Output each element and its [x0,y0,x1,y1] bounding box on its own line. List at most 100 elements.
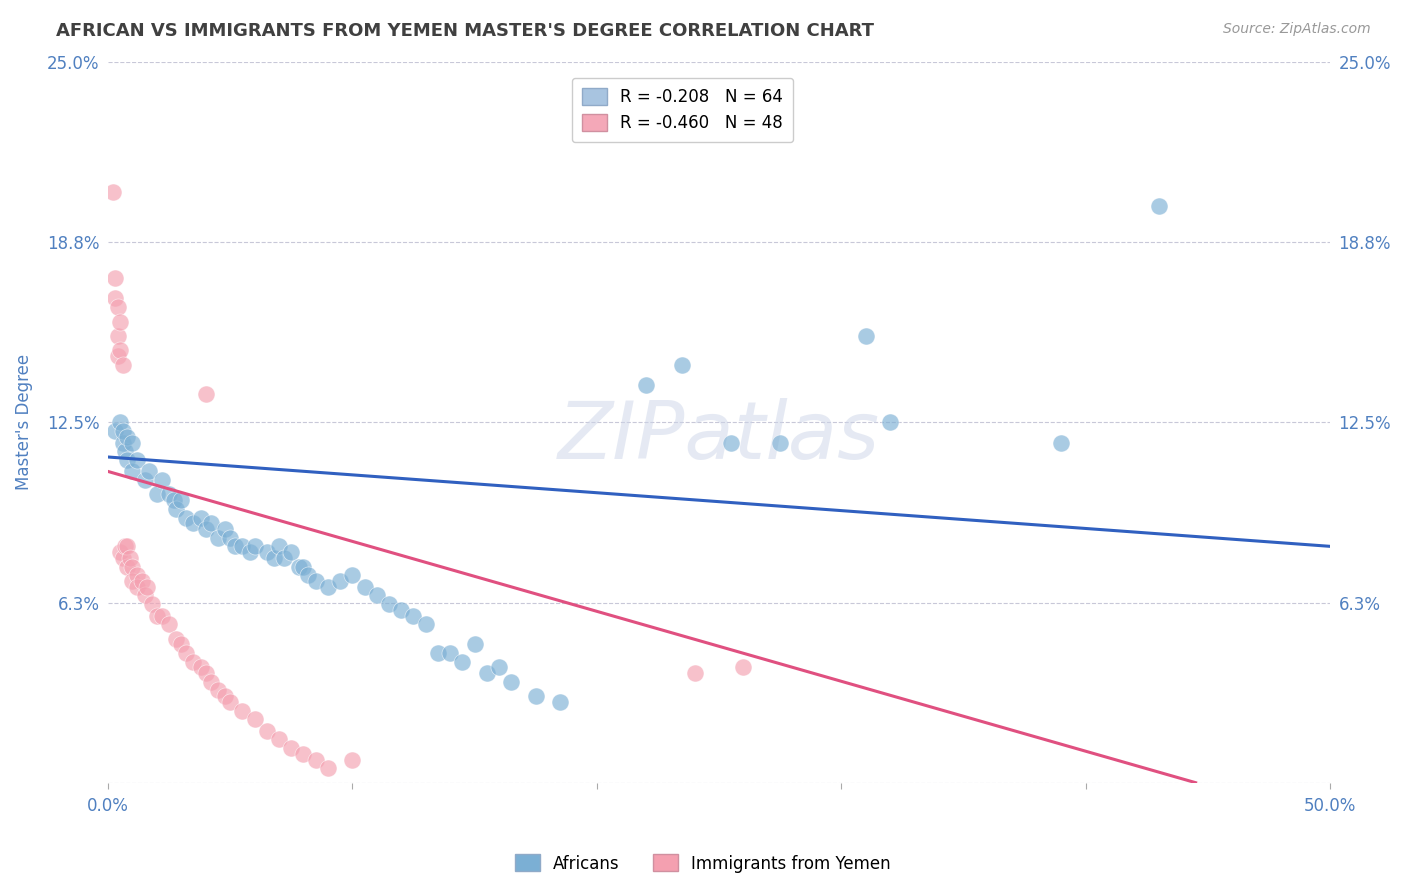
Point [488,660,510,674]
Point [316,761,339,775]
Point [108,416,131,430]
Point [426,646,449,660]
Point [475,666,498,681]
Point [165,632,187,646]
Point [855,329,877,343]
Point [114,444,136,458]
Point [108,314,131,328]
Point [145,608,167,623]
Point [117,559,139,574]
Point [879,416,901,430]
Point [190,660,212,674]
Point [219,531,242,545]
Point [402,608,425,623]
Point [121,435,143,450]
Point [720,435,742,450]
Point [207,531,229,545]
Point [118,550,141,565]
Point [127,580,149,594]
Point [183,655,205,669]
Point [1147,199,1170,213]
Point [304,574,326,588]
Point [256,723,278,738]
Point [121,574,143,588]
Point [111,424,134,438]
Point [134,473,156,487]
Point [214,690,236,704]
Point [263,550,285,565]
Point [267,539,290,553]
Point [170,637,193,651]
Point [769,435,792,450]
Point [117,539,139,553]
Point [231,704,253,718]
Point [174,646,197,660]
Point [157,487,180,501]
Point [174,510,197,524]
Point [127,568,149,582]
Point [108,545,131,559]
Point [280,741,302,756]
Point [297,568,319,582]
Point [207,683,229,698]
Text: ZIPatlas: ZIPatlas [558,398,880,475]
Point [107,300,129,314]
Point [1050,435,1073,450]
Point [671,358,693,372]
Point [138,464,160,478]
Point [108,343,131,358]
Text: AFRICAN VS IMMIGRANTS FROM YEMEN MASTER'S DEGREE CORRELATION CHART: AFRICAN VS IMMIGRANTS FROM YEMEN MASTER'… [56,22,875,40]
Point [389,603,412,617]
Point [163,493,186,508]
Point [415,617,437,632]
Point [451,655,474,669]
Point [111,550,134,565]
Point [117,430,139,444]
Point [111,435,134,450]
Point [114,539,136,553]
Point [194,666,217,681]
Point [134,588,156,602]
Point [292,747,315,761]
Point [194,386,217,401]
Point [316,580,339,594]
Text: Source: ZipAtlas.com: Source: ZipAtlas.com [1223,22,1371,37]
Point [378,597,401,611]
Point [157,617,180,632]
Point [101,185,124,199]
Point [366,588,388,602]
Point [104,424,127,438]
Point [353,580,375,594]
Point [342,568,364,582]
Point [200,516,222,531]
Point [231,539,253,553]
Point [256,545,278,559]
Point [200,674,222,689]
Point [243,712,266,726]
Point [292,559,315,574]
Point [117,453,139,467]
Point [239,545,262,559]
Point [127,453,149,467]
Point [136,580,159,594]
Point [141,597,163,611]
Point [342,753,364,767]
Legend: R = -0.208   N = 64, R = -0.460   N = 48: R = -0.208 N = 64, R = -0.460 N = 48 [572,78,793,143]
Point [121,464,143,478]
Point [548,695,571,709]
Point [304,753,326,767]
Legend: Africans, Immigrants from Yemen: Africans, Immigrants from Yemen [508,847,898,880]
Point [190,510,212,524]
Point [267,732,290,747]
Point [214,522,236,536]
Point [463,637,485,651]
Point [194,522,217,536]
Point [145,487,167,501]
Point [733,660,755,674]
Y-axis label: Master's Degree: Master's Degree [15,354,32,491]
Point [150,608,173,623]
Point [273,550,295,565]
Point [524,690,547,704]
Point [107,349,129,363]
Point [104,271,127,285]
